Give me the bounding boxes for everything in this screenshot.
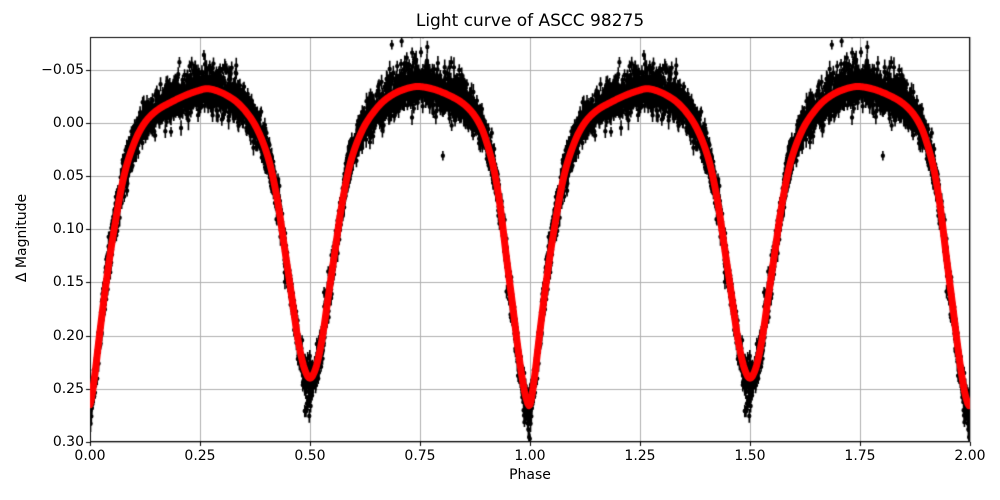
x-tick-label: 1.00 bbox=[514, 448, 546, 464]
y-tick-label: 0.20 bbox=[52, 327, 84, 344]
x-tick-label: 1.25 bbox=[624, 448, 656, 464]
y-tick-label: 0.15 bbox=[52, 274, 84, 291]
x-tick-label: 0.50 bbox=[294, 448, 326, 464]
x-axis-label: Phase bbox=[509, 467, 551, 483]
y-tick-label: −0.05 bbox=[41, 61, 84, 78]
y-tick-label: 0.25 bbox=[52, 380, 84, 397]
y-tick-label: 0.10 bbox=[52, 221, 84, 238]
x-tick-label: 0.25 bbox=[184, 448, 216, 464]
x-tick-label: 2.00 bbox=[954, 448, 986, 464]
y-tick-label: 0.30 bbox=[52, 434, 84, 450]
y-tick-label: 0.00 bbox=[52, 114, 84, 131]
x-tick-label: 0.00 bbox=[74, 448, 106, 464]
x-tick-label: 1.75 bbox=[844, 448, 876, 464]
y-axis-label: Δ Magnitude bbox=[14, 193, 30, 283]
y-tick-label: 0.05 bbox=[52, 167, 84, 184]
x-tick-label: 1.50 bbox=[734, 448, 766, 464]
x-tick-label: 0.75 bbox=[404, 448, 436, 464]
chart-title: Light curve of ASCC 98275 bbox=[415, 11, 645, 31]
